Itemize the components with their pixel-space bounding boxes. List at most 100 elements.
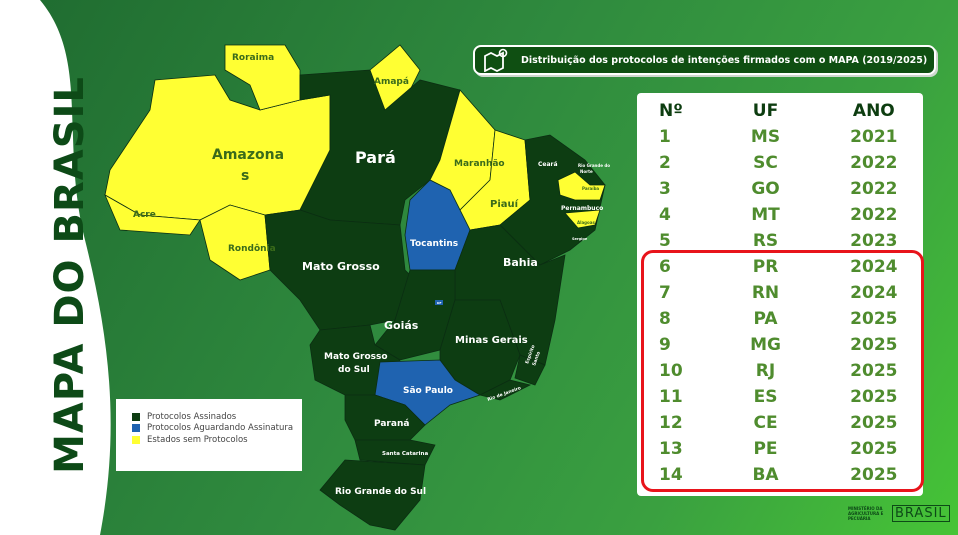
label-sc: Santa Catarina	[382, 451, 428, 457]
cell-no: 5	[659, 231, 671, 251]
cell-ano: 2025	[850, 413, 898, 433]
legend-swatch	[132, 412, 140, 421]
cell-uf: MS	[750, 127, 781, 147]
label-roraima: Roraima	[232, 53, 274, 63]
label-sergipe: Sergipe	[572, 237, 588, 241]
cell-no: 12	[659, 413, 683, 433]
table-row: 5 RS 2023	[637, 228, 923, 254]
table-row: 6 PR 2024	[637, 254, 923, 280]
cell-no: 1	[659, 127, 671, 147]
cell-ano: 2021	[850, 127, 898, 147]
header-ano: ANO	[852, 101, 895, 121]
label-sao-paulo: São Paulo	[403, 386, 453, 396]
cell-uf: RS	[752, 231, 779, 251]
label-amazonas: Amazona	[212, 147, 284, 163]
cell-uf: PR	[752, 257, 779, 277]
label-rondonia: Rondônia	[228, 243, 276, 254]
map-legend: Protocolos Assinados Protocolos Aguardan…	[116, 399, 302, 471]
cell-ano: 2025	[850, 361, 898, 381]
cell-uf: CE	[753, 413, 778, 433]
table-row: 8 PA 2025	[637, 306, 923, 332]
ministry-logo: MINISTÉRIO DA AGRICULTURA E PECUÁRIA	[848, 506, 884, 521]
label-para: Pará	[355, 148, 396, 167]
table-row: 1 MS 2021	[637, 124, 923, 150]
header-uf: UF	[752, 101, 779, 121]
label-tocantins: Tocantins	[410, 239, 458, 249]
table-body: 1 MS 2021 2 SC 2022 3 GO 2022 4 MT 2022 5 RS 2023 6 PR 20…	[637, 124, 923, 488]
cell-ano: 2024	[850, 257, 898, 277]
cell-uf: BA	[752, 465, 779, 485]
legend-swatch	[132, 435, 140, 444]
state-parana	[344, 394, 426, 441]
cell-uf: MG	[750, 335, 781, 355]
cell-no: 14	[659, 465, 683, 485]
cell-no: 8	[659, 309, 671, 329]
cell-ano: 2024	[850, 283, 898, 303]
cell-ano: 2022	[850, 179, 898, 199]
cell-no: 4	[659, 205, 671, 225]
state-alagoas	[564, 209, 601, 229]
cell-ano: 2022	[850, 153, 898, 173]
footer-logos: MINISTÉRIO DA AGRICULTURA E PECUÁRIA BRA…	[848, 505, 950, 522]
cell-no: 10	[659, 361, 683, 381]
label-ceara: Ceará	[538, 161, 558, 168]
cell-no: 2	[659, 153, 671, 173]
label-bahia: Bahia	[503, 256, 538, 269]
cell-uf: GO	[751, 179, 780, 199]
cell-uf: MT	[751, 205, 780, 225]
state-acre	[104, 194, 201, 236]
cell-ano: 2022	[850, 205, 898, 225]
cell-no: 11	[659, 387, 683, 407]
header-no: Nº	[659, 101, 683, 121]
title-banner: Distribuição dos protocolos de intenções…	[473, 45, 936, 75]
label-ms: Mato Grosso	[324, 352, 388, 362]
label-df: DF	[437, 301, 442, 305]
table-row: 9 MG 2025	[637, 332, 923, 358]
table-row: 14 BA 2025	[637, 462, 923, 488]
label-paraiba: Paraíba	[582, 186, 599, 191]
label-amazonas-2: s	[241, 168, 249, 184]
legend-item-none: Estados sem Protocolos	[132, 434, 302, 446]
cell-ano: 2025	[850, 439, 898, 459]
label-alagoas: Alagoas	[577, 220, 595, 225]
label-pernambuco: Pernambuco	[561, 205, 603, 212]
state-paraiba	[557, 171, 606, 201]
cell-uf: ES	[753, 387, 778, 407]
state-rondonia	[199, 204, 271, 281]
cell-uf: PA	[753, 309, 778, 329]
table-row: 13 PE 2025	[637, 436, 923, 462]
label-es-2: Santo	[531, 351, 542, 367]
legend-item-signed: Protocolos Assinados	[132, 411, 302, 423]
label-piaui: Piauí	[490, 198, 519, 210]
table-row: 11 ES 2025	[637, 384, 923, 410]
table-header: Nº UF ANO	[637, 98, 923, 124]
label-rn: Rio Grande do	[578, 163, 610, 168]
cell-uf: PE	[753, 439, 778, 459]
label-rn-2: Norte	[580, 169, 593, 174]
gov-logo: BRASIL	[892, 505, 950, 522]
cell-no: 9	[659, 335, 671, 355]
label-mato-grosso: Mato Grosso	[302, 260, 380, 273]
cell-uf: RJ	[755, 361, 776, 381]
legend-item-pending: Protocolos Aguardando Assinatura	[132, 423, 302, 435]
table-row: 7 RN 2024	[637, 280, 923, 306]
cell-ano: 2025	[850, 465, 898, 485]
state-df	[435, 300, 443, 305]
legend-label: Protocolos Assinados	[147, 411, 237, 422]
cell-ano: 2025	[850, 387, 898, 407]
cell-ano: 2025	[850, 335, 898, 355]
cell-no: 13	[659, 439, 683, 459]
label-maranhao: Maranhão	[454, 159, 505, 169]
label-ms-2: do Sul	[338, 365, 370, 375]
table-row: 3 GO 2022	[637, 176, 923, 202]
table-row: 2 SC 2022	[637, 150, 923, 176]
state-para	[299, 69, 461, 226]
cell-ano: 2023	[850, 231, 898, 251]
page-title: Distribuição dos protocolos de intenções…	[521, 54, 928, 66]
label-minas: Minas Gerais	[455, 335, 528, 346]
cell-ano: 2025	[850, 309, 898, 329]
state-goias	[374, 269, 456, 361]
highlight-box	[641, 250, 924, 492]
state-sc	[354, 439, 436, 466]
